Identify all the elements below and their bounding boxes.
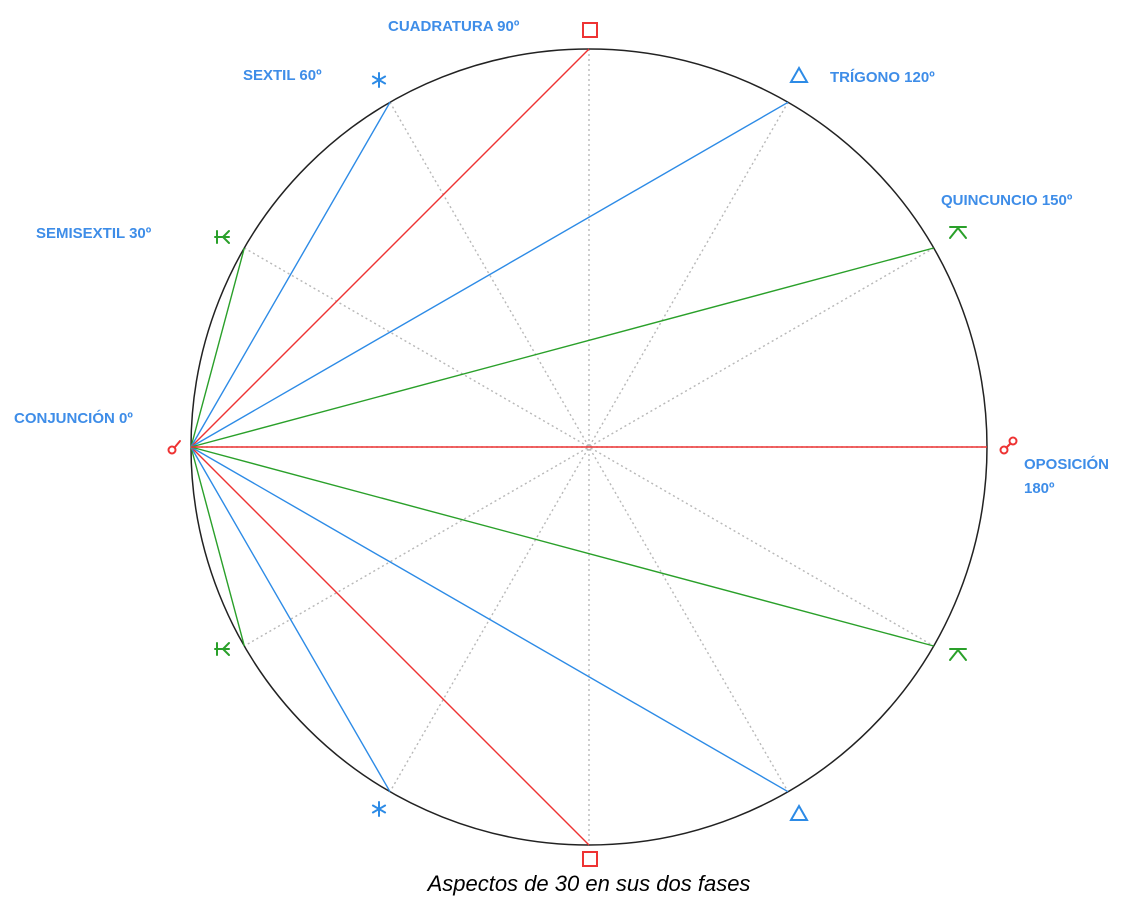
opposition-icon — [999, 436, 1018, 455]
aspect-labels: CONJUNCIÓN 0º SEMISEXTIL 30º SEXTIL 60º … — [14, 18, 1109, 497]
label-trine: TRÍGONO 120º — [830, 69, 935, 86]
aspect-lines — [190, 48, 987, 846]
trine-lower-icon — [789, 803, 809, 821]
label-square: CUADRATURA 90º — [388, 18, 520, 35]
aspect-glyphs — [167, 22, 1018, 867]
label-semisextile: SEMISEXTIL 30º — [36, 225, 152, 242]
semisextile-line-lower — [190, 446, 245, 647]
semisextile-upper-icon — [214, 230, 230, 244]
sextile-line-lower — [190, 446, 391, 793]
square-upper-icon — [582, 22, 598, 38]
quincunx-line-upper — [190, 247, 934, 448]
square-lower-icon — [582, 851, 598, 867]
quincunx-lower-icon — [949, 648, 967, 661]
quincunx-line-lower — [190, 446, 934, 647]
trine-line-upper — [190, 101, 789, 448]
label-opposition-line2: 180º — [1024, 480, 1055, 497]
semisextile-lower-icon — [214, 642, 230, 656]
sextile-line-upper — [190, 101, 391, 448]
trine-line-lower — [190, 446, 789, 793]
label-sextile: SEXTIL 60º — [243, 67, 322, 84]
diagram-caption: Aspectos de 30 en sus dos fases — [426, 871, 751, 896]
quincunx-upper-icon — [949, 226, 967, 239]
semisextile-line-upper — [190, 247, 245, 448]
trine-upper-icon — [789, 65, 809, 83]
label-conjunction: CONJUNCIÓN 0º — [14, 409, 133, 427]
label-quincunx: QUINCUNCIO 150º — [941, 192, 1073, 209]
square-line-lower — [190, 446, 590, 846]
label-opposition-line1: OPOSICIÓN — [1024, 455, 1109, 473]
sextile-upper-icon — [371, 72, 387, 88]
conjunction-icon — [167, 440, 181, 455]
square-line-upper — [190, 48, 590, 448]
sextile-lower-icon — [371, 801, 387, 817]
